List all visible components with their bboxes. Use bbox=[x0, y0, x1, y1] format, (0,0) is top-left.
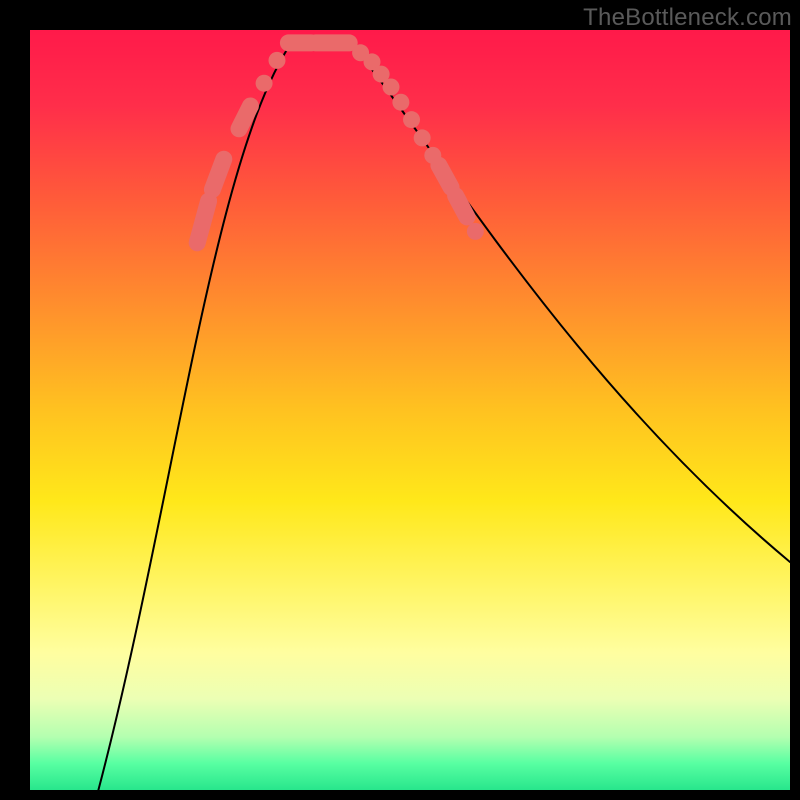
marker-capsule bbox=[439, 165, 451, 187]
bottleneck-chart-svg bbox=[30, 30, 790, 790]
plot-area bbox=[30, 30, 790, 790]
marker-capsule bbox=[212, 159, 223, 189]
watermark-text: TheBottleneck.com bbox=[583, 4, 792, 32]
marker-capsule bbox=[456, 196, 467, 217]
marker-capsule bbox=[239, 106, 250, 129]
marker-dot bbox=[392, 94, 409, 111]
marker-dot bbox=[467, 223, 484, 240]
gradient-background bbox=[30, 30, 790, 790]
chart-frame: TheBottleneck.com bbox=[0, 0, 800, 800]
marker-capsule bbox=[197, 201, 208, 243]
marker-dot bbox=[414, 129, 431, 146]
marker-dot bbox=[256, 75, 273, 92]
marker-dot bbox=[403, 111, 420, 128]
marker-dot bbox=[269, 52, 286, 69]
marker-dot bbox=[383, 79, 400, 96]
